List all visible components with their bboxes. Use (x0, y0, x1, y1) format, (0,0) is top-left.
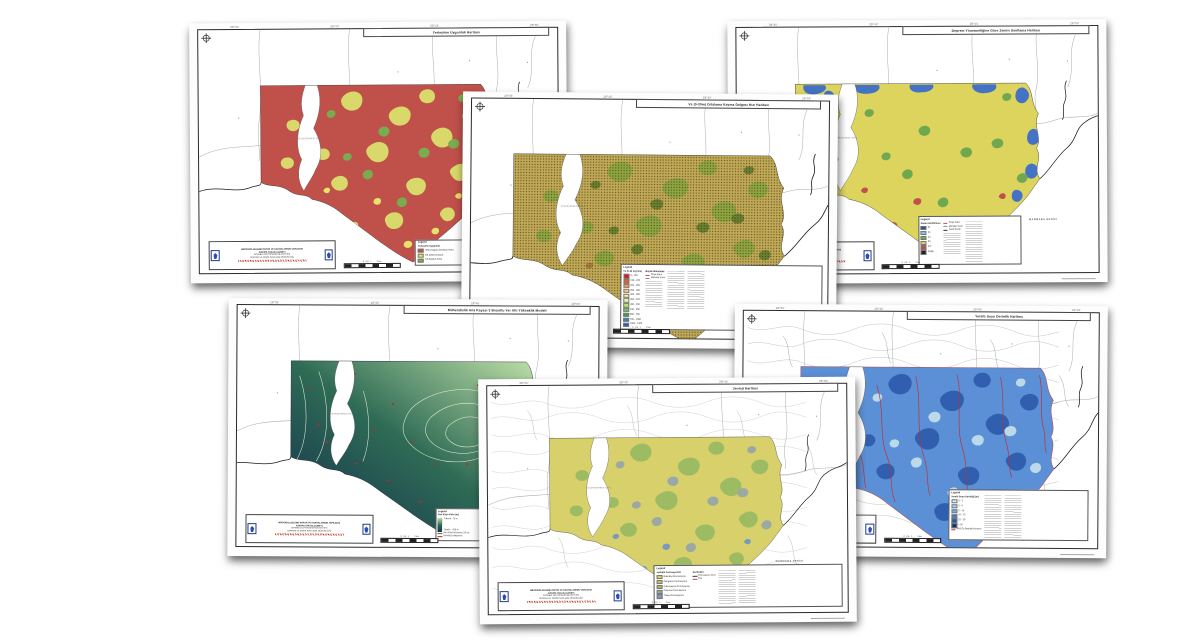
scale-bar: 0 0.5 1 2 km (380, 536, 439, 544)
crosshair-icon (240, 307, 251, 318)
partner-logo-icon (362, 524, 371, 535)
map-title: Yeraltı Suyu Derinlik Haritası (907, 310, 1092, 322)
partner-logo-icon (863, 250, 872, 262)
map-title: Deprem Yönetmeliğine Göre Zemin Sınıflam… (902, 24, 1090, 36)
crosshair-icon (738, 30, 749, 41)
partner-logo-icon (613, 590, 623, 602)
credit-text: MİKROBÖLGELEME RAPOR VE HARİTALARININ YA… (258, 522, 361, 536)
signature-script (526, 600, 596, 604)
crosshair-icon (489, 388, 500, 399)
scale-bar: 0 0.5 1 2 km (632, 602, 690, 610)
lagoon-label: KÜÇÜKÇEKMECE GÖLÜ (561, 205, 586, 208)
crosshair-icon (200, 32, 211, 43)
lagoon-label: KÜÇÜKÇEKMECE GÖLÜ (329, 412, 354, 415)
lagoon-label: KÜÇÜKÇEKMECE GÖLÜ (297, 137, 322, 140)
map-legend: Legend Zemin Sınıflaması Z1 Z2 Z3 Z4 Z4* Dolg… (917, 215, 1022, 265)
sea-label: MARMARA DENİZİ (1029, 218, 1057, 221)
sheet-code (810, 617, 845, 620)
signature-script (237, 259, 307, 263)
map-title: Mühendislik Ana Kayası 3 Boyutlu Yer Alt… (403, 304, 591, 316)
partner-logo-icon (324, 249, 334, 261)
map-legend: Legend Ana Kaya Kotu (m) Yüksek : 75 m D… (434, 508, 492, 542)
credit-block: MİKROBÖLGELEME RAPOR VE HARİTALARININ YA… (208, 240, 336, 271)
crosshair-icon (746, 313, 757, 324)
scale-bar: 0 0.5 1 2 km (612, 327, 670, 335)
sea-label: MARMARA DENİZİ (776, 560, 804, 563)
credit-block: MİKROBÖLGELEME RAPOR VE HARİTALARININ YA… (245, 514, 374, 544)
credit-text: MİKROBÖLGELEME RAPOR VE HARİTALARININ YA… (221, 248, 323, 263)
sheet-code (1061, 278, 1096, 280)
sheet-code (1060, 553, 1095, 556)
map-frame: 28°35' 28°40' 28°45' 28°50' KÜÇÜKÇEKMECE GÖ… (486, 378, 849, 616)
scale-bar: 0 0.5 1 2 km (881, 262, 940, 270)
elevation-gradient (437, 517, 443, 532)
map-title: Yerleşime Uygunluk Haritası (363, 26, 550, 38)
lagoon-label: KÜÇÜKÇEKMECE GÖLÜ (586, 486, 611, 489)
signature-script (274, 533, 345, 536)
ibb-logo-icon (211, 250, 220, 262)
credit-block: MİKROBÖLGELEME RAPOR VE HARİTALARININ YA… (497, 581, 625, 612)
ibb-logo-icon (247, 523, 257, 535)
lagoon-label: KÜÇÜKÇEKMECE GÖLÜ (833, 136, 858, 139)
map-title: Jeoloji Haritası (652, 382, 839, 394)
crosshair-icon (474, 100, 485, 112)
scale-bar: 0 0.5 1 2 km (884, 536, 942, 544)
map-sheet-jeoloji: 28°35' 28°40' 28°45' 28°50' KÜÇÜKÇEKMECE GÖ… (478, 376, 857, 625)
ibb-logo-icon (499, 591, 509, 603)
map-title: Vs (0-30m) Ortalama Kayma Dalgası Hızı H… (636, 98, 822, 110)
credit-text: MİKROBÖLGELEME RAPOR VE HARİTALARININ YA… (510, 589, 612, 604)
scale-bar: 0 0.5 1 2 km (343, 261, 401, 269)
partner-logo-icon (865, 523, 875, 535)
